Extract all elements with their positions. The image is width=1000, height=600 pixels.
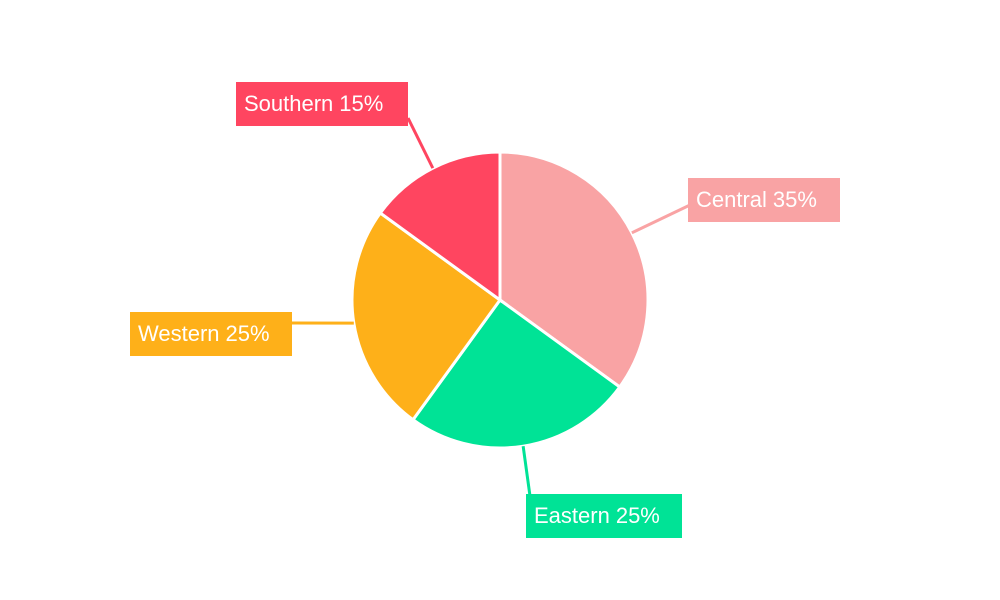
label-value: 25% bbox=[616, 503, 660, 528]
label-name: Eastern bbox=[534, 503, 610, 528]
label-box bbox=[130, 312, 292, 356]
label-value: 25% bbox=[226, 321, 270, 346]
pie-slice bbox=[350, 210, 503, 422]
label-box bbox=[526, 494, 682, 538]
slices bbox=[350, 150, 650, 450]
data-label: Southern 15% bbox=[244, 91, 383, 116]
leader-line bbox=[521, 445, 532, 497]
label-name: Southern bbox=[244, 91, 333, 116]
leader-line bbox=[631, 203, 691, 235]
label-box bbox=[688, 178, 840, 222]
label-name: Central bbox=[696, 187, 767, 212]
data-label: Central 35% bbox=[696, 187, 817, 212]
pie-slice bbox=[498, 150, 650, 390]
label-value: 35% bbox=[773, 187, 817, 212]
data-label: Western 25% bbox=[138, 321, 270, 346]
label-value: 15% bbox=[339, 91, 383, 116]
label-name: Western bbox=[138, 321, 220, 346]
data-label: Eastern 25% bbox=[534, 503, 660, 528]
pie-slice bbox=[410, 297, 622, 450]
label-box bbox=[236, 82, 408, 126]
leader-line bbox=[406, 117, 435, 169]
